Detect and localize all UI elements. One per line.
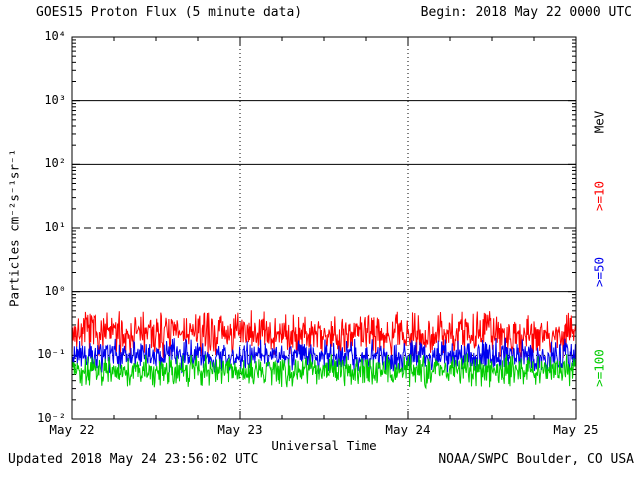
y-tick-label: 10⁻¹ xyxy=(37,347,66,362)
x-tick-label: May 22 xyxy=(49,422,95,437)
energy-channel-label: >=10 xyxy=(591,180,607,212)
x-axis-label: Universal Time xyxy=(271,438,377,453)
y-tick-label: 10¹ xyxy=(44,220,66,234)
flux-series-100 xyxy=(71,353,577,390)
flux-series-10 xyxy=(71,310,577,359)
x-tick-label: May 24 xyxy=(385,422,431,437)
right-axis-unit-label: MeV xyxy=(591,110,607,134)
y-tick-label: 10⁰ xyxy=(44,283,66,298)
x-tick-label: May 25 xyxy=(553,422,599,437)
y-tick-label: 10² xyxy=(44,156,66,171)
plot-frame xyxy=(71,36,577,420)
begin-label: Begin: 2018 May 22 0000 UTC xyxy=(420,5,632,20)
y-tick-label: 10³ xyxy=(44,92,66,107)
x-tick-label: May 23 xyxy=(217,422,263,437)
y-tick-label: 10⁴ xyxy=(44,29,66,43)
credit-label: NOAA/SWPC Boulder, CO USA xyxy=(438,452,634,467)
energy-channel-label: >=50 xyxy=(591,256,607,288)
updated-timestamp: Updated 2018 May 24 23:56:02 UTC xyxy=(8,452,259,467)
energy-channel-label: >=100 xyxy=(591,349,607,387)
chart-title: GOES15 Proton Flux (5 minute data) xyxy=(36,5,303,20)
y-tick-label: 10⁻² xyxy=(37,411,66,425)
